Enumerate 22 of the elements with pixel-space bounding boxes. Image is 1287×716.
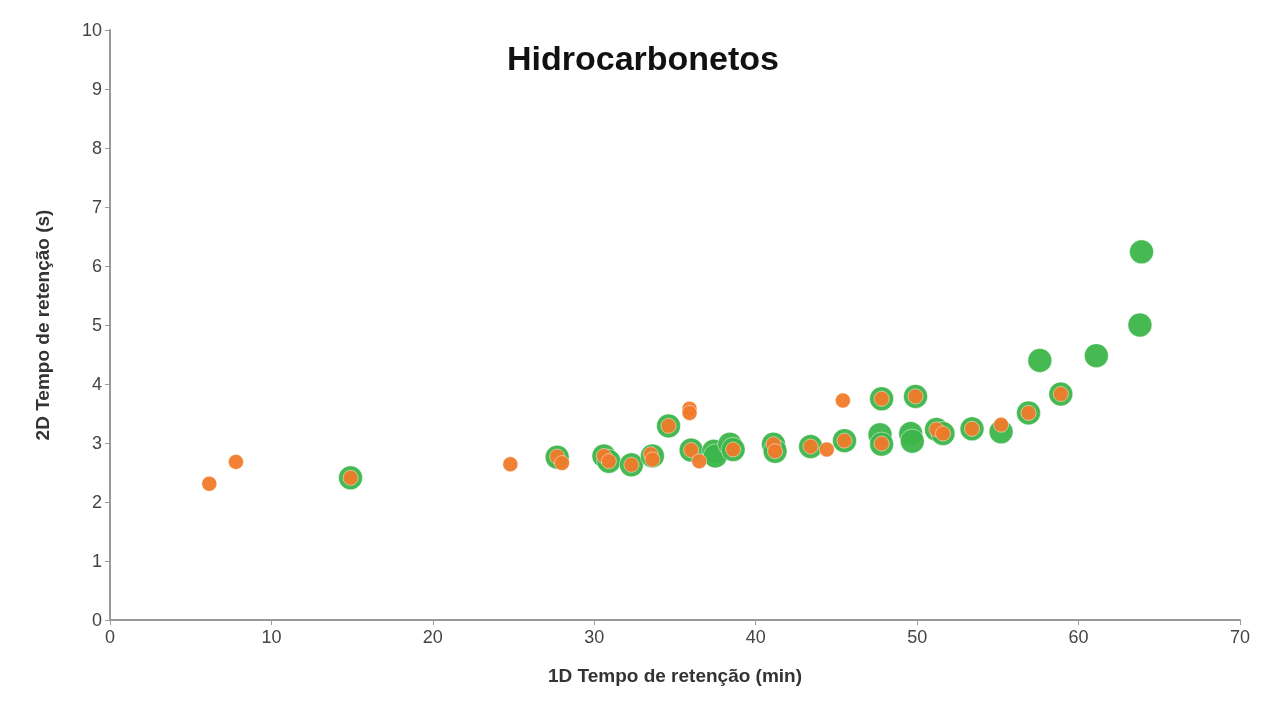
y-tick-label: 6 bbox=[91, 256, 102, 276]
y-axis-title: 2D Tempo de retenção (s) bbox=[32, 209, 53, 441]
chart-title: Hidrocarbonetos bbox=[506, 39, 780, 77]
x-tick-label: 20 bbox=[422, 627, 443, 647]
x-tick-label: 0 bbox=[104, 627, 116, 647]
y-tick-label: 9 bbox=[91, 79, 102, 99]
y-tick-label: 8 bbox=[91, 138, 102, 158]
x-tick-label: 40 bbox=[745, 627, 766, 647]
y-tick-label: 3 bbox=[91, 433, 102, 453]
y-tick-label: 5 bbox=[91, 315, 102, 335]
x-tick-label: 30 bbox=[584, 627, 605, 647]
x-tick-label: 10 bbox=[261, 627, 282, 647]
y-tick-label: 10 bbox=[81, 20, 102, 40]
y-tick-label: 1 bbox=[91, 551, 102, 571]
x-tick-label: 50 bbox=[907, 627, 928, 647]
y-tick-label: 4 bbox=[91, 374, 102, 394]
y-tick-label: 2 bbox=[91, 492, 102, 512]
x-tick-label: 60 bbox=[1068, 627, 1089, 647]
y-tick-label: 7 bbox=[91, 197, 102, 217]
y-tick-label: 0 bbox=[91, 610, 102, 630]
x-axis-title: 1D Tempo de retenção (min) bbox=[547, 665, 803, 686]
x-tick-label: 70 bbox=[1229, 627, 1251, 647]
